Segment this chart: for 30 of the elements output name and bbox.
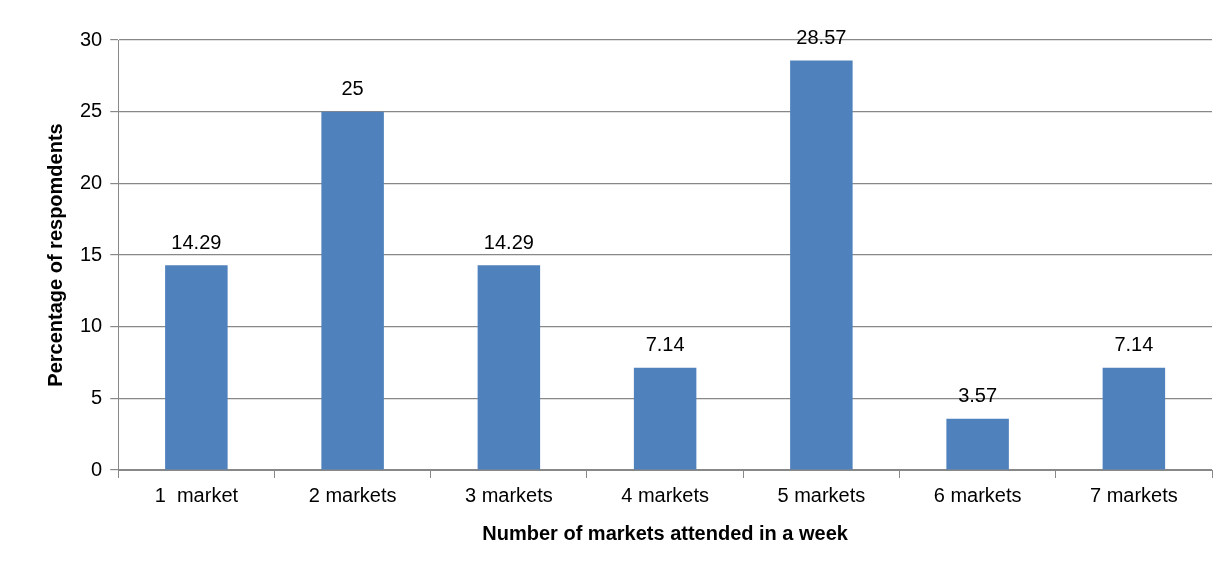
y-tick-label: 0 [91,457,103,480]
y-tick-label: 10 [80,314,103,337]
x-tick-label: 4 markets [621,483,710,506]
x-tick-label: 2 markets [308,483,397,506]
x-tick-label: 1 market [154,483,239,506]
x-tick-label: 6 markets [933,483,1022,506]
data-label: 7.14 [1114,333,1154,356]
y-tick-label: 15 [80,242,103,265]
bar [1102,367,1166,470]
y-tick-label: 25 [80,99,103,122]
data-label: 3.57 [958,384,998,407]
y-tick-label: 20 [80,170,103,193]
bar [946,418,1009,470]
data-label: 28.57 [796,26,847,49]
y-tick-label: 30 [80,27,103,50]
data-label: 7.14 [645,333,685,356]
y-axis-title: Percentage of respomdents [43,123,66,387]
data-label: 14.29 [483,230,534,253]
bar [321,111,384,470]
x-tick-label: 3 markets [464,483,553,506]
y-tick-label: 5 [91,385,103,408]
bar [477,265,541,470]
x-tick-label: 5 markets [777,483,866,506]
x-axis-title: Number of markets attended in a week [482,521,849,544]
bar [165,265,228,470]
data-label: 14.29 [171,230,222,253]
data-label: 25 [341,77,364,100]
x-tick-label: 7 markets [1089,483,1178,506]
bar [790,60,853,470]
bar [633,367,697,470]
